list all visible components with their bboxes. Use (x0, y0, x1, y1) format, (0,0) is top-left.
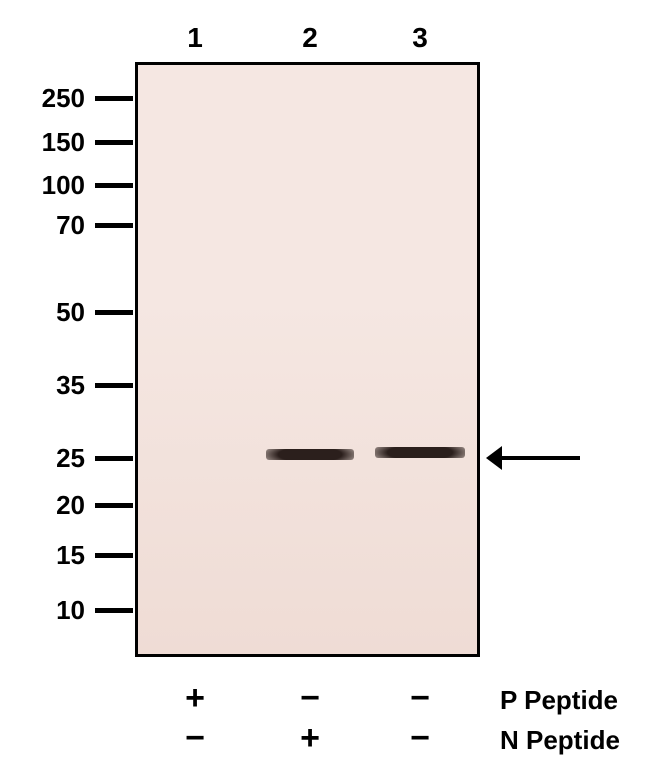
mw-label-70: 70 (25, 210, 85, 241)
peptide-symbol-row0-lane2: − (290, 679, 330, 718)
mw-tick-150 (95, 140, 133, 145)
mw-label-35: 35 (25, 370, 85, 401)
lane-label-1: 1 (175, 22, 215, 54)
mw-label-50: 50 (25, 297, 85, 328)
lane-label-3: 3 (400, 22, 440, 54)
blot-membrane (135, 62, 480, 657)
mw-tick-10 (95, 608, 133, 613)
peptide-symbol-row1-lane3: − (400, 719, 440, 758)
arrow-shaft (498, 456, 580, 460)
peptide-row-label-0: P Peptide (500, 685, 618, 716)
protein-band-lane-3 (375, 447, 465, 458)
mw-label-100: 100 (25, 170, 85, 201)
mw-label-10: 10 (25, 595, 85, 626)
protein-band-lane-2 (266, 449, 354, 460)
mw-tick-35 (95, 383, 133, 388)
mw-tick-100 (95, 183, 133, 188)
mw-label-25: 25 (25, 443, 85, 474)
mw-tick-15 (95, 553, 133, 558)
mw-label-150: 150 (25, 127, 85, 158)
mw-label-15: 15 (25, 540, 85, 571)
western-blot-figure: 123 25015010070503525201510 +−−P Peptide… (0, 0, 650, 784)
arrow-head-icon (486, 446, 502, 470)
mw-label-250: 250 (25, 83, 85, 114)
mw-label-20: 20 (25, 490, 85, 521)
mw-tick-250 (95, 96, 133, 101)
peptide-symbol-row0-lane1: + (175, 679, 215, 718)
mw-tick-25 (95, 456, 133, 461)
peptide-symbol-row1-lane1: − (175, 719, 215, 758)
lane-label-2: 2 (290, 22, 330, 54)
peptide-symbol-row0-lane3: − (400, 679, 440, 718)
mw-tick-70 (95, 223, 133, 228)
peptide-symbol-row1-lane2: + (290, 719, 330, 758)
mw-tick-50 (95, 310, 133, 315)
peptide-row-label-1: N Peptide (500, 725, 620, 756)
mw-tick-20 (95, 503, 133, 508)
